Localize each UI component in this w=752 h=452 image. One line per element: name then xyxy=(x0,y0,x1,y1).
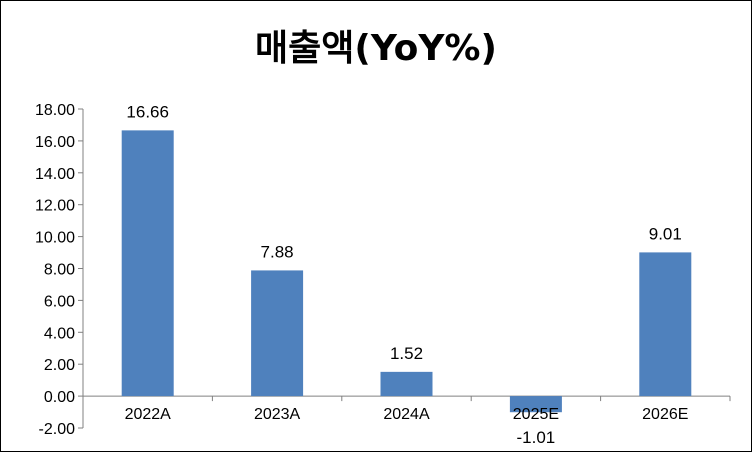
x-tick-label: 2026E xyxy=(642,406,688,423)
x-tick-label: 2025E xyxy=(513,406,559,423)
y-tick-label: 8.00 xyxy=(44,262,75,279)
y-tick-label: 2.00 xyxy=(44,357,75,374)
y-tick-label: 0.00 xyxy=(44,389,75,406)
data-label: 1.52 xyxy=(390,344,423,363)
chart-title: 매출액(YoY%) xyxy=(255,28,497,69)
data-label: 9.01 xyxy=(649,224,682,243)
x-tick-label: 2024A xyxy=(383,406,430,423)
data-label: 16.66 xyxy=(126,102,169,121)
bar-2023A xyxy=(251,270,304,397)
y-tick-label: 6.00 xyxy=(44,293,75,310)
y-tick-label: 4.00 xyxy=(44,325,75,342)
chart-labels: 2022A 16.66 2023A 7.88 2024A 1.52 2025E -1.01 20… xyxy=(125,102,689,447)
y-tick-label: 14.00 xyxy=(35,166,75,183)
bar-2022A xyxy=(121,130,174,397)
y-tick-label: -2.00 xyxy=(39,421,76,438)
chart-bars xyxy=(121,130,692,413)
x-tick-label: 2023A xyxy=(254,406,301,423)
y-tick-label: 16.00 xyxy=(35,134,75,151)
bar-2025E xyxy=(509,396,562,413)
data-label: 7.88 xyxy=(261,242,294,261)
y-tick-label: 12.00 xyxy=(35,198,75,215)
x-tick-label: 2022A xyxy=(125,406,172,423)
y-tick-label: 18.00 xyxy=(35,102,75,119)
bar-2026E xyxy=(639,252,692,397)
data-label: -1.01 xyxy=(517,428,556,447)
bar-2024A xyxy=(380,371,433,397)
chart-axes: -2.00 0.00 2.00 4.00 6.00 8.00 10.00 12.00 14.00… xyxy=(35,102,731,438)
y-tick-label: 10.00 xyxy=(35,230,75,247)
